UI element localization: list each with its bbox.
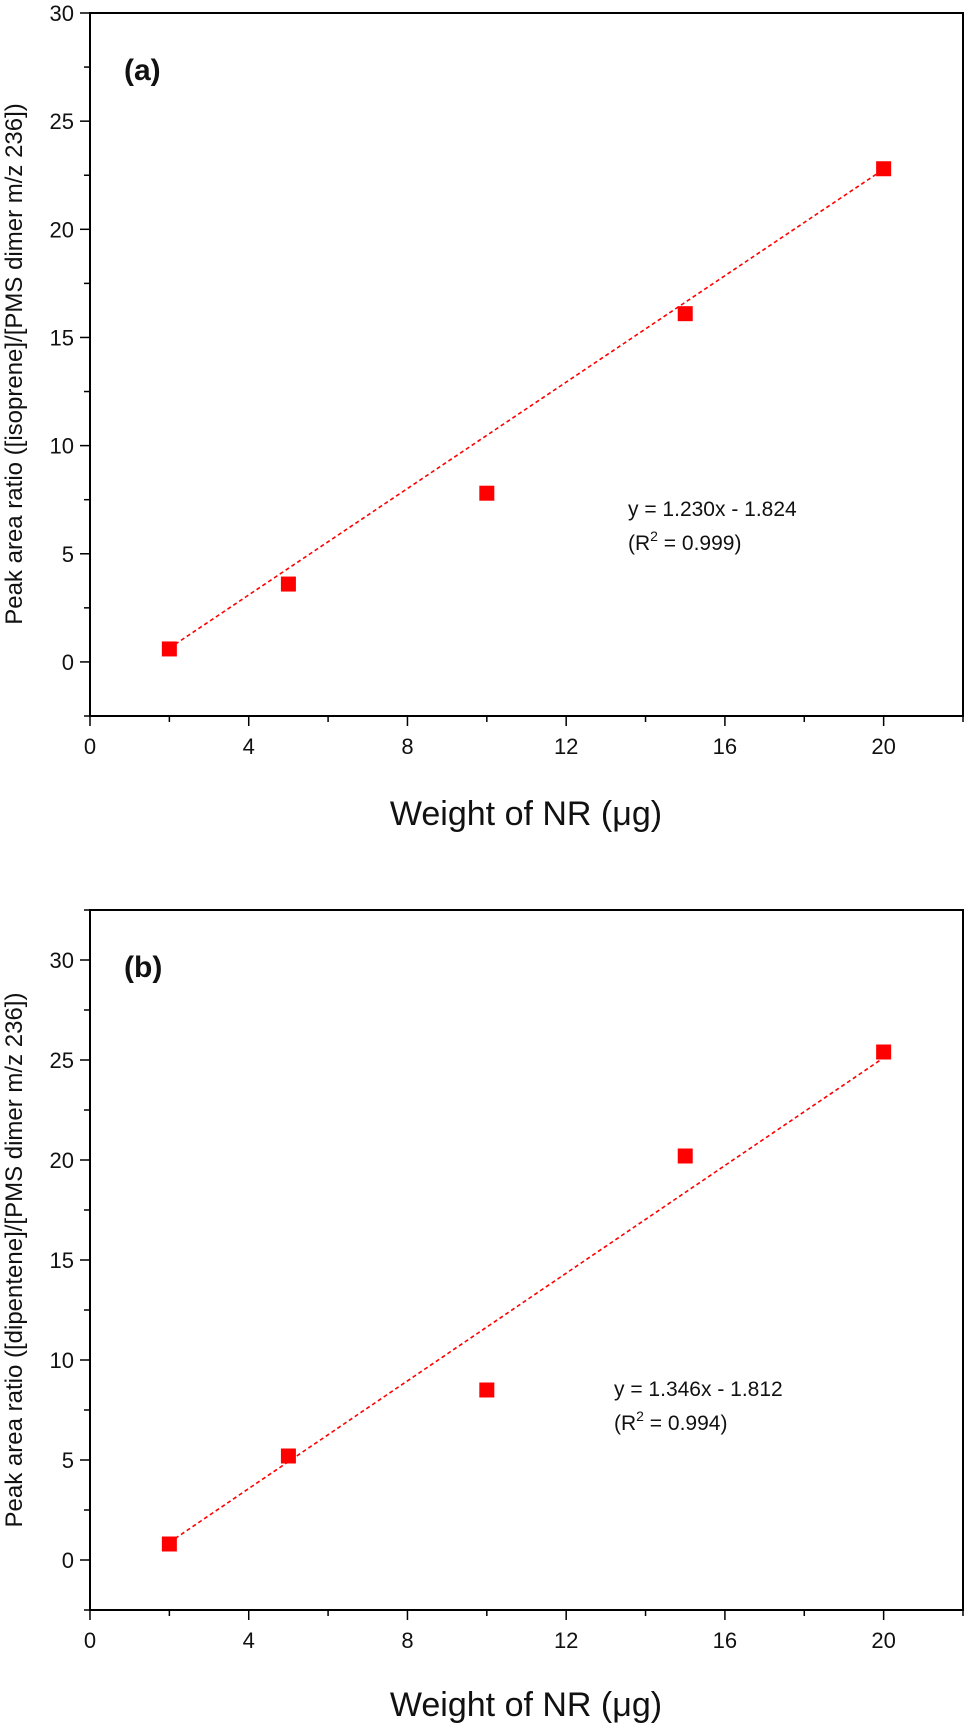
y-tick-label: 30: [50, 948, 74, 973]
data-point: [280, 576, 296, 592]
y-tick-label: 5: [62, 1448, 74, 1473]
chart-panel-b: 0 4 8 12 16 20 0 5 10 15 20 25 30 (b) y = 1.346x - …: [1, 909, 964, 1724]
equation-label: y = 1.230x - 1.824: [628, 498, 797, 521]
x-tick-label: 4: [243, 1628, 255, 1653]
fit-line-layer: [168, 1057, 885, 1544]
y-tick-label: 0: [62, 1548, 74, 1573]
x-tick-label: 12: [554, 1628, 578, 1653]
fit-line: [168, 1057, 885, 1544]
data-point: [876, 1044, 892, 1060]
plot-frame: [89, 12, 964, 717]
x-axis-title: Weight of NR (μg): [390, 795, 662, 833]
data-point: [161, 641, 177, 657]
fit-line-layer: [168, 168, 885, 649]
x-tick-label: 16: [713, 734, 737, 759]
y-tick-label: 25: [50, 1048, 74, 1073]
r-squared-value: = 0.999): [658, 532, 741, 555]
y-tick-label: 30: [50, 1, 74, 26]
y-axis: 0 5 10 15 20 25 30: [50, 1, 90, 717]
r-squared-value: = 0.994): [644, 1412, 727, 1435]
r-squared-superscript: 2: [650, 528, 658, 544]
chart-panel-a: 0 4 8 12 16 20 0 5 10 15 20 25 30 (a) y = 1.230x - …: [1, 1, 964, 833]
data-points: [161, 161, 892, 657]
plot-frame: [89, 909, 964, 1611]
y-tick-label: 15: [50, 1248, 74, 1273]
data-point: [280, 1448, 296, 1464]
y-tick-label: 0: [62, 650, 74, 675]
data-point: [161, 1536, 177, 1552]
panel-label: (a): [124, 54, 161, 87]
y-axis-title: Peak area ratio ([dipentene]/[PMS dimer …: [1, 993, 28, 1528]
x-axis: 0 4 8 12 16 20: [84, 1610, 964, 1653]
data-point: [677, 306, 693, 322]
y-tick-label: 15: [50, 325, 74, 350]
y-axis: 0 5 10 15 20 25 30: [50, 909, 90, 1611]
equation-label: y = 1.346x - 1.812: [614, 1378, 783, 1401]
x-tick-label: 0: [84, 734, 96, 759]
x-axis: 0 4 8 12 16 20: [84, 716, 964, 759]
r-squared-label: (R2 = 0.999): [628, 528, 741, 555]
x-tick-label: 8: [401, 1628, 413, 1653]
data-point: [677, 1148, 693, 1164]
y-tick-label: 10: [50, 434, 74, 459]
r-squared-prefix: (R: [614, 1412, 636, 1435]
data-point: [876, 161, 892, 177]
panel-label: (b): [124, 951, 162, 984]
x-tick-label: 8: [401, 734, 413, 759]
x-tick-label: 4: [243, 734, 255, 759]
y-tick-label: 25: [50, 109, 74, 134]
x-tick-label: 16: [713, 1628, 737, 1653]
x-tick-label: 0: [84, 1628, 96, 1653]
data-points: [161, 1044, 892, 1552]
y-axis-title: Peak area ratio ([isoprene]/[PMS dimer m…: [1, 103, 28, 625]
r-squared-superscript: 2: [636, 1408, 644, 1424]
fit-line: [168, 168, 885, 649]
r-squared-label: (R2 = 0.994): [614, 1408, 727, 1435]
data-point: [479, 485, 495, 501]
x-tick-label: 12: [554, 734, 578, 759]
x-tick-label: 20: [871, 734, 895, 759]
x-axis-title: Weight of NR (μg): [390, 1686, 662, 1724]
y-tick-label: 5: [62, 542, 74, 567]
y-tick-label: 10: [50, 1348, 74, 1373]
r-squared-prefix: (R: [628, 532, 650, 555]
x-tick-label: 20: [871, 1628, 895, 1653]
data-point: [479, 1382, 495, 1398]
y-tick-label: 20: [50, 1148, 74, 1173]
y-tick-label: 20: [50, 217, 74, 242]
